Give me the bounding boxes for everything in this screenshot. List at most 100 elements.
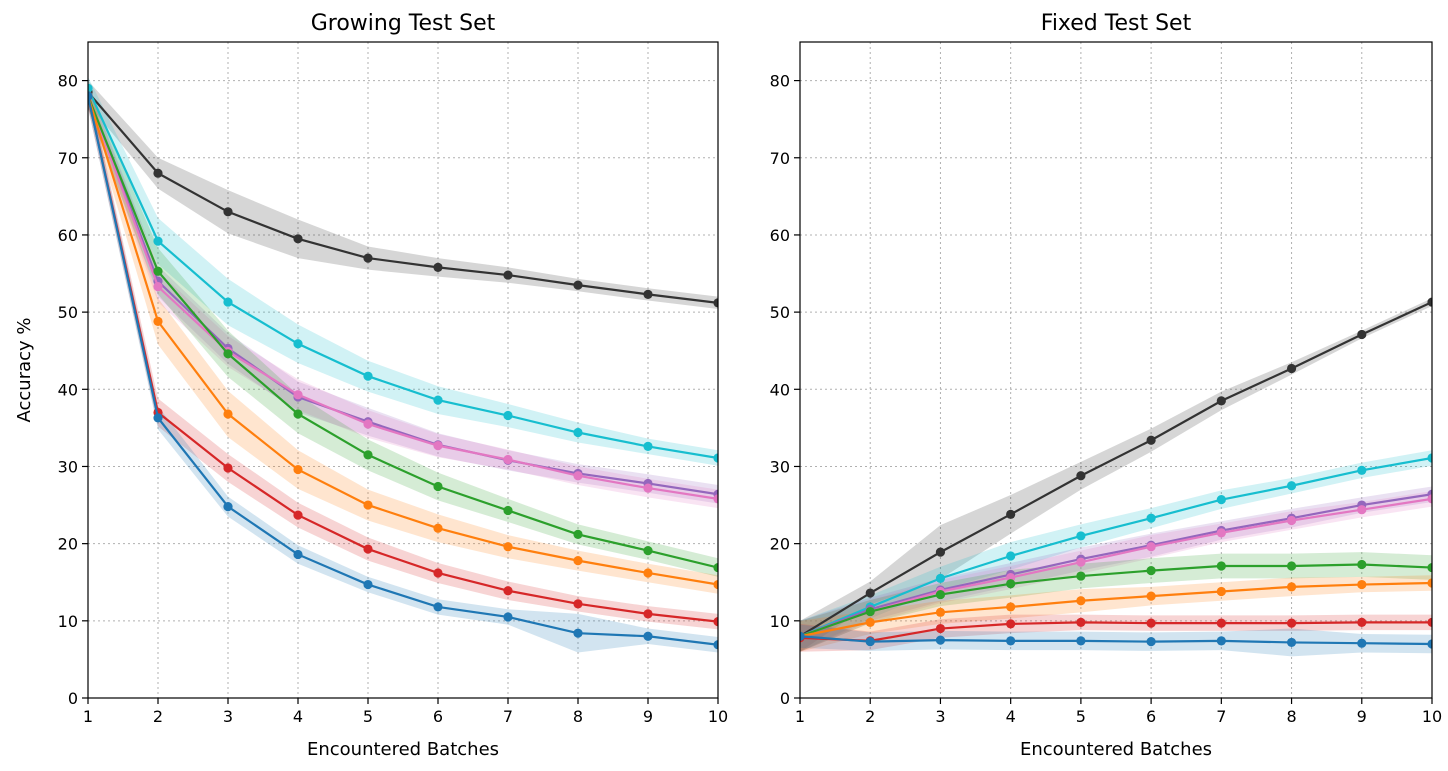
- data-point-blue: [573, 628, 583, 638]
- data-point-black: [1357, 329, 1367, 340]
- data-point-orange: [503, 542, 513, 552]
- data-point-red: [1357, 617, 1367, 627]
- series-line-pink: [88, 95, 718, 500]
- y-tick-label: 30: [770, 457, 790, 476]
- x-tick-label: 10: [1422, 707, 1442, 726]
- data-point-black: [1427, 297, 1432, 307]
- data-point-blue: [865, 637, 875, 647]
- data-point-cyan: [1076, 531, 1086, 541]
- series-line-red: [800, 621, 1432, 642]
- data-point-blue: [1076, 636, 1086, 646]
- y-tick-label: 10: [770, 612, 790, 631]
- series-line-cyan: [88, 87, 718, 460]
- series-line-black: [88, 91, 718, 304]
- series-band-cyan: [800, 450, 1432, 652]
- series-band-green: [800, 552, 1432, 652]
- x-tick-label: 7: [503, 707, 513, 726]
- y-tick-label: 50: [58, 303, 78, 322]
- data-point-blue: [433, 602, 443, 612]
- data-point-cyan: [88, 83, 93, 93]
- y-axis-label: Accuracy %: [14, 317, 35, 422]
- data-point-red: [223, 463, 233, 473]
- x-tick-label: 5: [1076, 707, 1086, 726]
- data-point-orange: [1216, 586, 1226, 597]
- series-line-blue: [800, 635, 1432, 646]
- data-point-green: [573, 529, 583, 539]
- x-tick-label: 4: [1006, 707, 1016, 726]
- data-point-green: [1006, 579, 1016, 589]
- data-point-orange: [865, 617, 875, 627]
- data-point-blue: [935, 635, 946, 645]
- data-point-green: [1357, 559, 1367, 570]
- data-point-red: [643, 609, 653, 619]
- x-axis-label: Encountered Batches: [307, 739, 499, 760]
- data-point-red: [1006, 619, 1016, 629]
- data-point-pink: [1146, 542, 1156, 552]
- y-tick-label: 70: [770, 149, 790, 168]
- y-tick-label: 20: [770, 535, 790, 554]
- data-point-black: [1006, 509, 1016, 519]
- y-tick-label: 20: [58, 535, 78, 554]
- plot-area: [800, 297, 1432, 657]
- data-point-pink: [503, 454, 513, 465]
- data-point-black: [935, 547, 946, 557]
- series-band-blue: [88, 84, 718, 653]
- series-line-orange: [800, 581, 1432, 638]
- data-point-green: [865, 606, 875, 617]
- data-point-black: [153, 168, 163, 178]
- data-point-cyan: [643, 441, 653, 452]
- series-band-purple: [800, 486, 1432, 652]
- data-point-red: [935, 623, 946, 634]
- data-point-cyan: [1427, 453, 1432, 463]
- x-tick-label: 5: [363, 707, 373, 726]
- data-point-green: [935, 589, 946, 600]
- data-point-orange: [433, 523, 443, 533]
- series-line-blue: [88, 95, 718, 646]
- data-point-black: [643, 289, 653, 299]
- data-point-green: [293, 409, 303, 419]
- data-point-cyan: [573, 427, 583, 438]
- data-point-orange: [1006, 602, 1016, 612]
- data-point-cyan: [363, 371, 373, 381]
- data-point-blue: [88, 91, 93, 101]
- y-tick-label: 80: [770, 72, 790, 91]
- data-point-orange: [1076, 596, 1086, 606]
- data-point-green: [153, 266, 163, 276]
- data-point-orange: [1427, 578, 1432, 588]
- data-point-green: [363, 450, 373, 460]
- chart-title: Fixed Test Set: [1041, 11, 1192, 36]
- x-tick-label: 1: [83, 707, 93, 726]
- data-point-red: [1146, 618, 1156, 628]
- y-tick-label: 30: [58, 457, 78, 476]
- data-point-blue: [1286, 637, 1297, 648]
- data-point-orange: [935, 607, 946, 617]
- y-tick-label: 0: [780, 689, 790, 708]
- series-line-pink: [800, 497, 1432, 638]
- data-point-blue: [800, 631, 805, 641]
- data-point-green: [643, 545, 653, 556]
- data-point-blue: [713, 640, 718, 650]
- data-point-orange: [573, 556, 583, 566]
- data-point-blue: [1216, 636, 1226, 646]
- data-point-orange: [713, 579, 718, 590]
- data-point-black: [1146, 435, 1156, 445]
- series-band-black: [800, 298, 1432, 652]
- x-tick-label: 9: [643, 707, 653, 726]
- data-point-cyan: [293, 339, 303, 349]
- data-point-black: [1076, 471, 1086, 481]
- x-tick-label: 6: [433, 707, 443, 726]
- data-point-cyan: [1216, 495, 1226, 505]
- data-point-blue: [223, 502, 233, 512]
- data-point-blue: [1146, 637, 1156, 647]
- data-point-black: [363, 253, 373, 263]
- data-point-pink: [1076, 557, 1086, 567]
- data-point-cyan: [1357, 465, 1367, 475]
- axes-frame: [799, 41, 1433, 699]
- data-point-red: [713, 616, 718, 627]
- data-point-cyan: [1146, 513, 1156, 523]
- data-point-blue: [643, 631, 653, 641]
- y-tick-label: 0: [68, 689, 78, 708]
- y-tick-label: 60: [58, 226, 78, 245]
- data-point-black: [503, 270, 513, 280]
